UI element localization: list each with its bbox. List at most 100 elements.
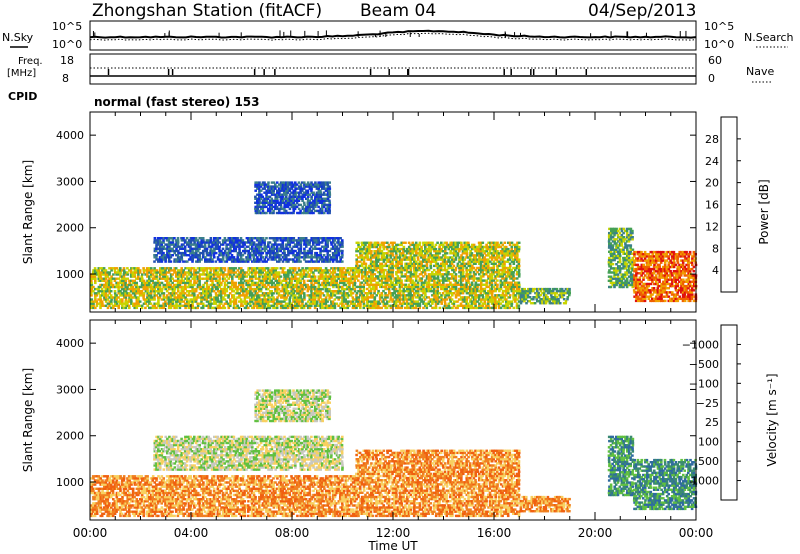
range-cell bbox=[258, 195, 261, 198]
range-cell bbox=[281, 189, 285, 192]
range-cell bbox=[245, 302, 248, 305]
range-cell bbox=[108, 281, 111, 285]
range-cell bbox=[326, 279, 329, 282]
noise-spikes bbox=[92, 30, 687, 37]
range-cell bbox=[220, 281, 223, 285]
range-cell bbox=[191, 237, 194, 240]
range-cell bbox=[275, 245, 279, 248]
range-cell bbox=[377, 252, 380, 255]
range-cell bbox=[153, 271, 156, 274]
range-cell bbox=[252, 237, 255, 240]
range-cell bbox=[326, 205, 329, 209]
range-cell bbox=[95, 287, 99, 291]
range-cell bbox=[216, 285, 220, 289]
range-cell bbox=[198, 258, 201, 261]
range-cell bbox=[438, 281, 441, 284]
range-cell bbox=[195, 251, 198, 255]
range-cell bbox=[333, 302, 337, 305]
range-cell bbox=[424, 279, 427, 282]
range-cell bbox=[164, 237, 167, 240]
range-cell bbox=[267, 243, 270, 246]
range-cell bbox=[425, 262, 429, 265]
range-cell bbox=[285, 237, 288, 240]
range-cell bbox=[274, 267, 277, 270]
range-cell bbox=[140, 294, 144, 297]
range-cell bbox=[286, 269, 290, 272]
range-cell bbox=[339, 237, 342, 240]
range-cell bbox=[393, 302, 396, 305]
range-cell bbox=[344, 294, 348, 297]
range-cell bbox=[246, 260, 250, 263]
range-cell bbox=[149, 298, 153, 301]
range-cell bbox=[155, 258, 158, 261]
range-cell bbox=[317, 292, 321, 295]
range-cell bbox=[250, 277, 254, 280]
range-cell bbox=[157, 290, 160, 293]
range-cell bbox=[388, 283, 391, 286]
range-cell bbox=[241, 243, 245, 246]
range-cell bbox=[319, 277, 322, 280]
range-cell bbox=[467, 281, 470, 284]
range-cell bbox=[425, 296, 429, 299]
range-cell bbox=[340, 275, 344, 278]
range-cell bbox=[254, 251, 257, 255]
range-cell bbox=[200, 287, 203, 291]
range-cell bbox=[431, 283, 434, 286]
range-cell bbox=[183, 241, 187, 244]
range-cell bbox=[223, 283, 227, 287]
range-cell bbox=[254, 185, 257, 188]
range-cell bbox=[306, 241, 310, 244]
range-cell bbox=[164, 283, 168, 287]
range-cell bbox=[413, 268, 416, 272]
range-cell bbox=[404, 298, 407, 301]
range-cell bbox=[313, 193, 317, 196]
range-cell bbox=[162, 296, 166, 299]
range-cell bbox=[180, 267, 183, 270]
range-cell bbox=[299, 304, 303, 307]
range-cell bbox=[342, 283, 346, 287]
range-cell bbox=[409, 260, 412, 263]
range-cell bbox=[434, 247, 438, 251]
range-cell bbox=[233, 300, 236, 303]
range-cell bbox=[259, 273, 263, 276]
range-cell bbox=[380, 300, 384, 303]
range-cell bbox=[294, 185, 297, 188]
range-cell bbox=[380, 285, 384, 289]
range-cell bbox=[259, 251, 263, 255]
range-cell bbox=[434, 306, 438, 310]
range-cell bbox=[362, 247, 366, 251]
range-cell bbox=[442, 243, 445, 247]
range-cell bbox=[269, 203, 272, 207]
range-cell bbox=[312, 279, 315, 282]
range-cell bbox=[436, 250, 439, 253]
range-cell bbox=[301, 273, 304, 276]
range-cell bbox=[185, 275, 189, 278]
range-cell bbox=[146, 285, 149, 289]
range-cell bbox=[94, 298, 97, 301]
range-cell bbox=[218, 237, 222, 240]
range-cell bbox=[194, 300, 198, 303]
range-cell bbox=[461, 287, 465, 291]
range-cell bbox=[433, 260, 436, 263]
range-cell bbox=[382, 256, 386, 259]
range-cell bbox=[182, 296, 185, 299]
range-cell bbox=[355, 292, 359, 295]
range-cell bbox=[355, 294, 358, 297]
range-cell bbox=[319, 193, 322, 196]
range-cell bbox=[102, 285, 106, 289]
range-cell bbox=[311, 277, 315, 280]
range-cell bbox=[371, 275, 374, 278]
range-cell bbox=[304, 302, 308, 305]
range-cell bbox=[285, 181, 288, 184]
range-cell bbox=[202, 273, 205, 276]
range-cell bbox=[106, 279, 109, 282]
range-cell bbox=[191, 285, 194, 289]
range-cell bbox=[436, 273, 440, 276]
range-cell bbox=[285, 281, 288, 285]
range-cell bbox=[369, 264, 373, 268]
range-cell bbox=[177, 294, 180, 297]
range-cell bbox=[180, 245, 184, 248]
range-cell bbox=[245, 290, 249, 293]
range-cell bbox=[234, 241, 238, 244]
range-cell bbox=[288, 269, 292, 272]
